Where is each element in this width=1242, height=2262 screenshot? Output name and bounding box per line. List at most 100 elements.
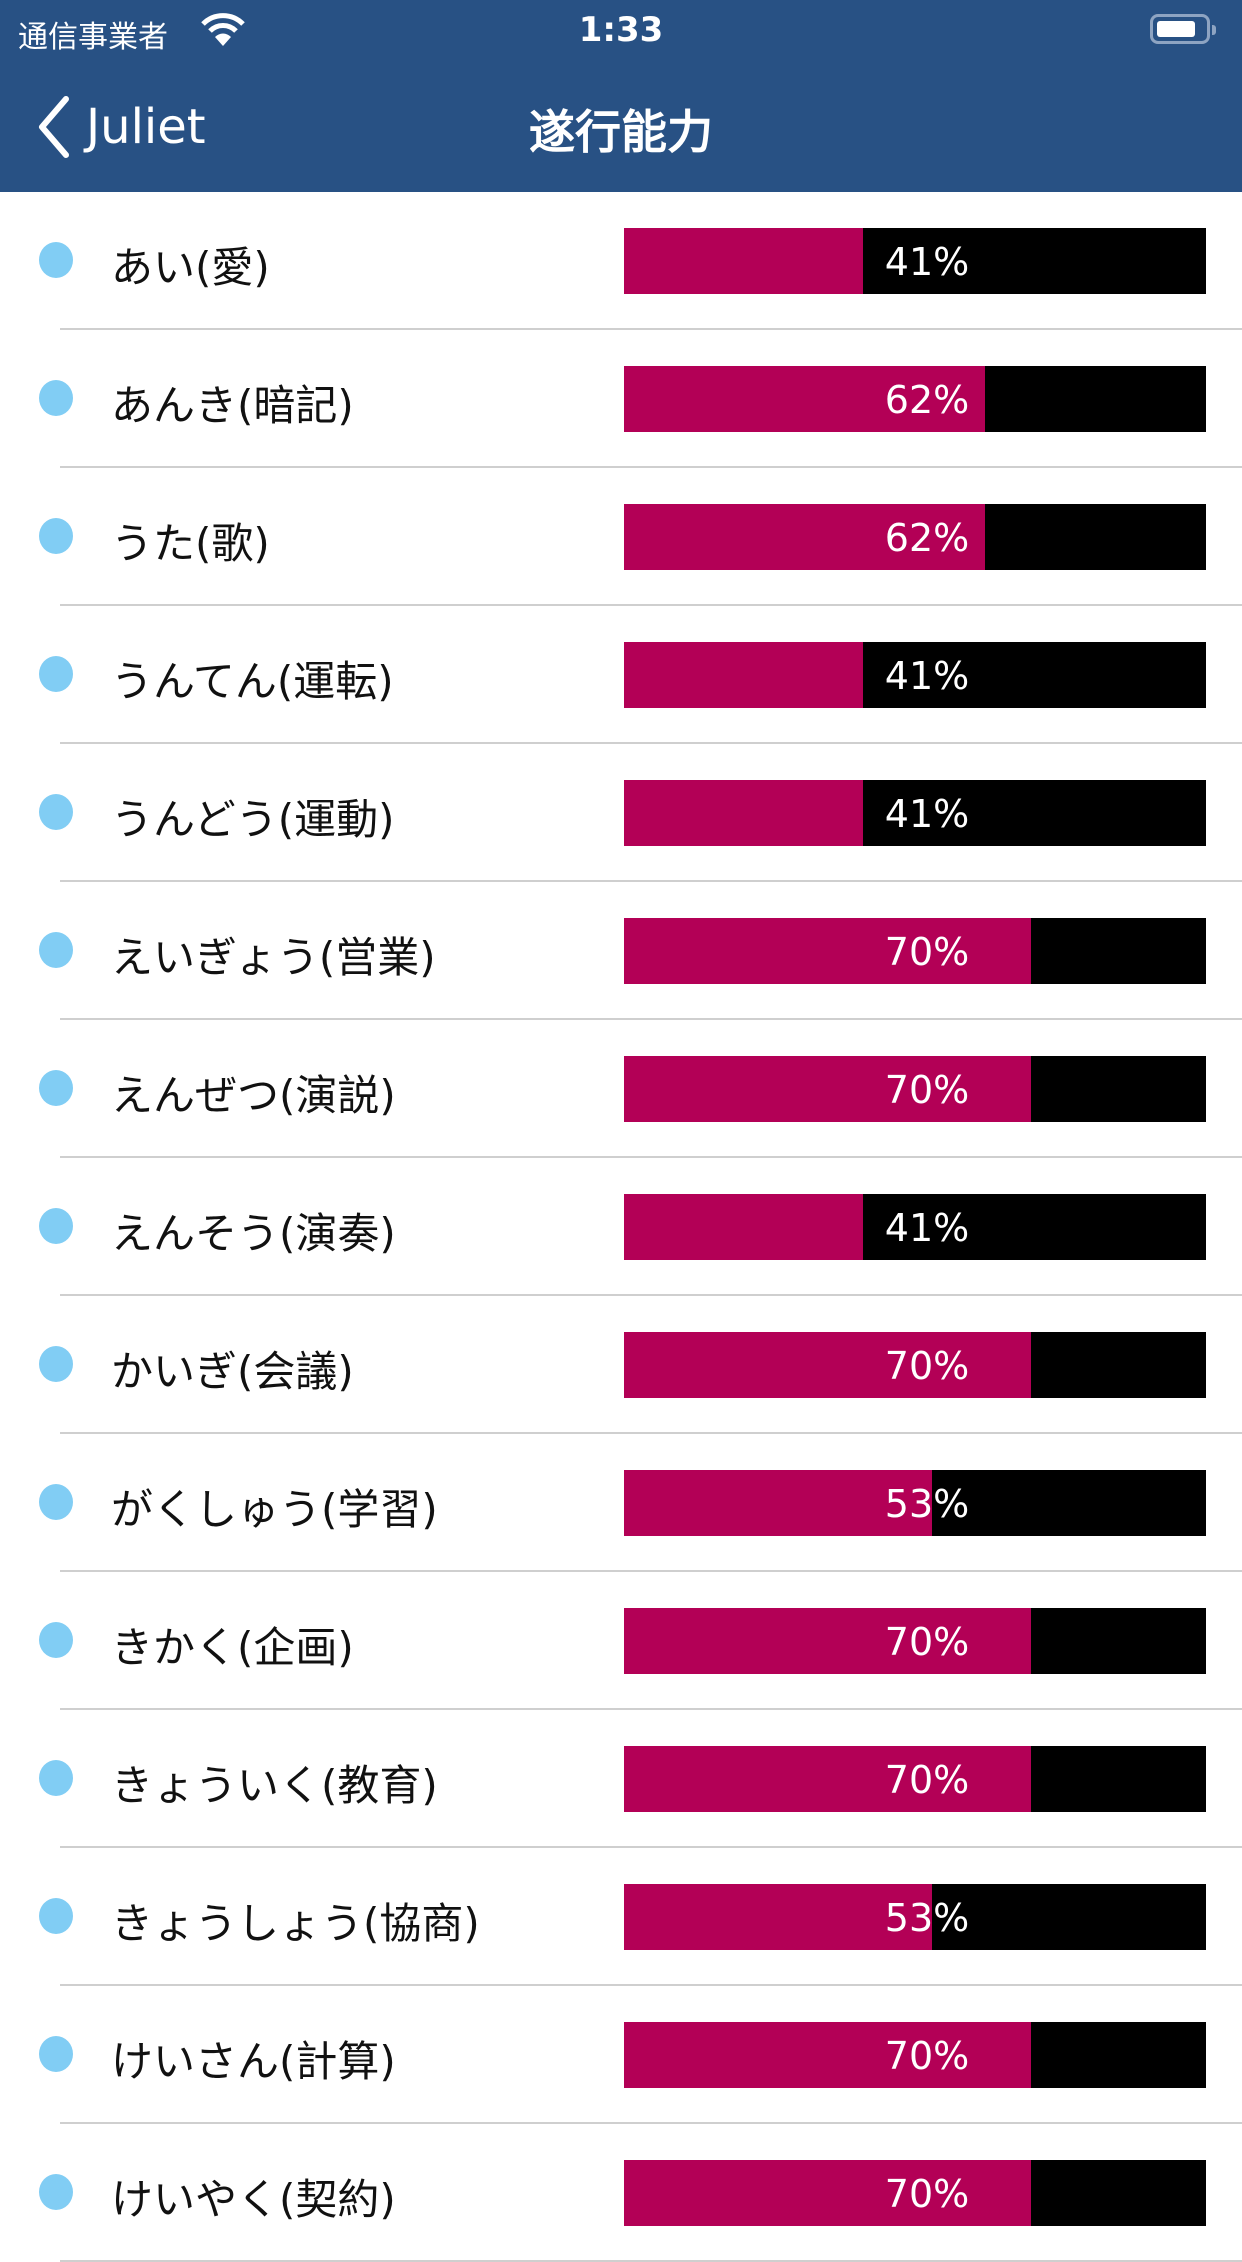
list-item[interactable]: えんぜつ(演説) 70% [0,1020,1242,1158]
row-divider [60,1432,1242,1434]
progress-fill [624,228,863,294]
battery-icon [1150,14,1216,44]
item-label: えんそう(演奏) [111,1209,396,1258]
progress-bar: 41% [624,1194,1206,1260]
bullet-dot-icon [39,794,73,830]
bullet-dot-icon [39,1898,73,1934]
progress-fill [624,1884,933,1950]
progress-bar: 41% [624,780,1206,846]
bullet-dot-icon [39,242,73,278]
progress-fill [624,1332,1032,1398]
chevron-left-icon [39,96,69,158]
item-label: けいやく(契約) [111,2175,396,2224]
progress-percent: 62% [884,516,970,560]
progress-percent: 53% [884,1482,970,1526]
progress-percent: 41% [884,792,970,836]
item-label: きかく(企画) [111,1623,354,1672]
progress-percent: 70% [884,1068,970,1112]
progress-bar: 62% [624,504,1206,570]
item-label: がくしゅう(学習) [111,1485,438,1534]
list-item[interactable]: えいぎょう(営業) 70% [0,882,1242,1020]
ability-list: あい(愛) 41% あんき(暗記) 62% うた(歌) 62% うんてん(運転) 41% うんど… [0,192,1242,2262]
item-label: えいぎょう(営業) [111,933,436,982]
row-divider [60,742,1242,744]
progress-percent: 41% [884,654,970,698]
item-label: けいさん(計算) [111,2037,396,2086]
progress-bar: 41% [624,642,1206,708]
list-item[interactable]: うんてん(運転) 41% [0,606,1242,744]
list-item[interactable]: きょうしょう(協商) 53% [0,1848,1242,1986]
row-divider [60,2122,1242,2124]
progress-percent: 41% [884,240,970,284]
row-divider [60,1294,1242,1296]
progress-fill [624,918,1032,984]
progress-percent: 41% [884,1206,970,1250]
progress-fill [624,1746,1032,1812]
progress-bar: 70% [624,2160,1206,2226]
navigation-header: 通信事業者 1:33 Juliet 遂行能力 [0,0,1242,192]
row-divider [60,1018,1242,1020]
row-divider [60,1846,1242,1848]
bullet-dot-icon [39,1622,73,1658]
progress-percent: 70% [884,930,970,974]
bullet-dot-icon [39,1208,73,1244]
progress-fill [624,1608,1032,1674]
list-item[interactable]: あんき(暗記) 62% [0,330,1242,468]
progress-bar: 53% [624,1470,1206,1536]
bullet-dot-icon [39,1760,73,1796]
list-item[interactable]: かいぎ(会議) 70% [0,1296,1242,1434]
list-item[interactable]: きかく(企画) 70% [0,1572,1242,1710]
list-item[interactable]: うた(歌) 62% [0,468,1242,606]
item-label: かいぎ(会議) [111,1347,354,1396]
wifi-icon [201,13,245,46]
row-divider [60,1708,1242,1710]
row-divider [60,604,1242,606]
progress-fill [624,366,985,432]
progress-fill [624,780,863,846]
item-label: あんき(暗記) [111,381,354,430]
status-bar: 通信事業者 1:33 [0,0,1242,62]
carrier-name: 通信事業者 [18,20,168,55]
bullet-dot-icon [39,2036,73,2072]
progress-fill [624,1470,933,1536]
item-label: きょういく(教育) [111,1761,438,1810]
clock: 1:33 [578,10,664,50]
progress-percent: 62% [884,378,970,422]
bullet-dot-icon [39,932,73,968]
progress-bar: 70% [624,2022,1206,2088]
item-label: うんてん(運転) [111,657,394,706]
bullet-dot-icon [39,518,73,554]
progress-bar: 53% [624,1884,1206,1950]
list-item[interactable]: がくしゅう(学習) 53% [0,1434,1242,1572]
list-item[interactable]: あい(愛) 41% [0,192,1242,330]
list-item[interactable]: えんそう(演奏) 41% [0,1158,1242,1296]
row-divider [60,1570,1242,1572]
row-divider [60,1984,1242,1986]
progress-fill [624,504,985,570]
item-label: きょうしょう(協商) [111,1899,480,1948]
progress-bar: 70% [624,918,1206,984]
row-divider [60,328,1242,330]
bullet-dot-icon [39,380,73,416]
progress-bar: 70% [624,1056,1206,1122]
page-title: 遂行能力 [529,105,713,159]
list-item[interactable]: きょういく(教育) 70% [0,1710,1242,1848]
progress-percent: 53% [884,1896,970,1940]
back-button[interactable]: Juliet [36,92,206,162]
progress-percent: 70% [884,2172,970,2216]
progress-percent: 70% [884,1344,970,1388]
progress-fill [624,642,863,708]
list-item[interactable]: けいさん(計算) 70% [0,1986,1242,2124]
progress-fill [624,2022,1032,2088]
list-item[interactable]: けいやく(契約) 70% [0,2124,1242,2262]
row-divider [60,1156,1242,1158]
list-item[interactable]: うんどう(運動) 41% [0,744,1242,882]
back-label: Juliet [86,99,206,155]
progress-fill [624,1056,1032,1122]
item-label: うんどう(運動) [111,795,395,844]
progress-bar: 70% [624,1746,1206,1812]
row-divider [60,466,1242,468]
progress-percent: 70% [884,2034,970,2078]
bullet-dot-icon [39,2174,73,2210]
progress-fill [624,1194,863,1260]
